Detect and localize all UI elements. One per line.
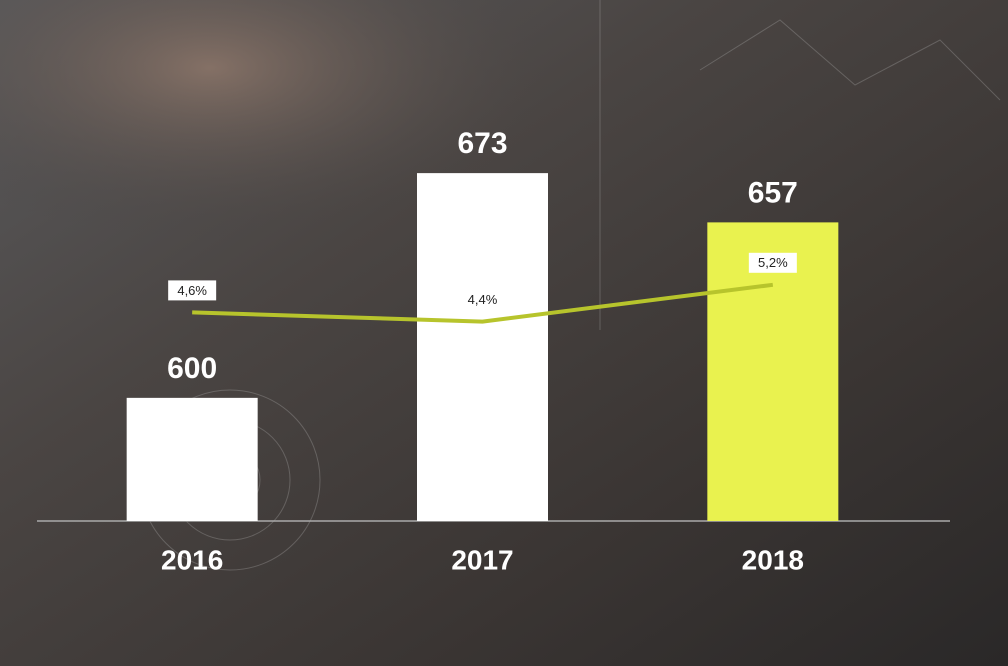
data-label-box bbox=[168, 280, 217, 301]
bar-value-label: 673 bbox=[457, 127, 507, 160]
data-label: 4,6% bbox=[177, 283, 207, 298]
background-photo bbox=[0, 0, 700, 340]
x-tick-label: 2017 bbox=[451, 544, 513, 575]
bar bbox=[417, 173, 548, 521]
x-tick-label: 2016 bbox=[161, 544, 223, 575]
bar-value-label: 600 bbox=[167, 352, 217, 385]
bar-value-label: 657 bbox=[748, 176, 798, 209]
data-label-box bbox=[748, 252, 797, 273]
data-label: 4,4% bbox=[468, 292, 498, 307]
data-label-box bbox=[458, 289, 507, 310]
line bbox=[192, 282, 774, 324]
x-tick-label: 2018 bbox=[742, 544, 804, 575]
bar bbox=[126, 397, 258, 521]
data-label: 5,2% bbox=[758, 255, 788, 270]
